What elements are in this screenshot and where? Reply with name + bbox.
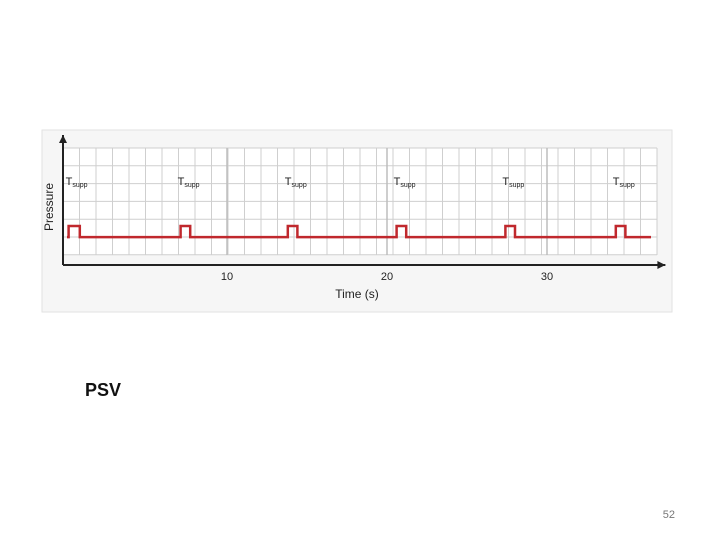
annotation: Tsupp [502, 176, 524, 189]
annotation-sub: supp [509, 182, 524, 189]
annotation-base: T [613, 176, 620, 188]
annotation-sub: supp [292, 182, 307, 189]
annotation-base: T [285, 176, 292, 188]
annotation-sub: supp [400, 182, 415, 189]
annotation-base: T [66, 176, 73, 188]
x-axis-arrow [657, 261, 666, 269]
pressure-line [67, 224, 651, 239]
x-tick-label: 20 [381, 271, 393, 283]
annotation: Tsupp [178, 176, 200, 189]
annotation-base: T [178, 176, 185, 188]
annotation: Tsupp [394, 176, 416, 189]
page-number: 52 [663, 509, 675, 521]
annotation: Tsupp [285, 176, 307, 189]
x-tick-label: 10 [221, 271, 233, 283]
annotation-base: T [394, 176, 401, 188]
annotation-sub: supp [620, 182, 635, 189]
annotation: Tsupp [66, 176, 88, 189]
annotation-base: T [502, 176, 509, 188]
annotation-sub: supp [184, 182, 199, 189]
marks [67, 224, 651, 239]
y-axis-arrow [59, 135, 67, 143]
annotation: Tsupp [613, 176, 635, 189]
x-axis-label: Time (s) [335, 287, 379, 301]
annotation-sub: supp [72, 182, 87, 189]
y-axis-label: Pressure [42, 183, 56, 231]
slide-title: PSV [85, 380, 121, 400]
x-tick-label: 30 [541, 271, 553, 283]
